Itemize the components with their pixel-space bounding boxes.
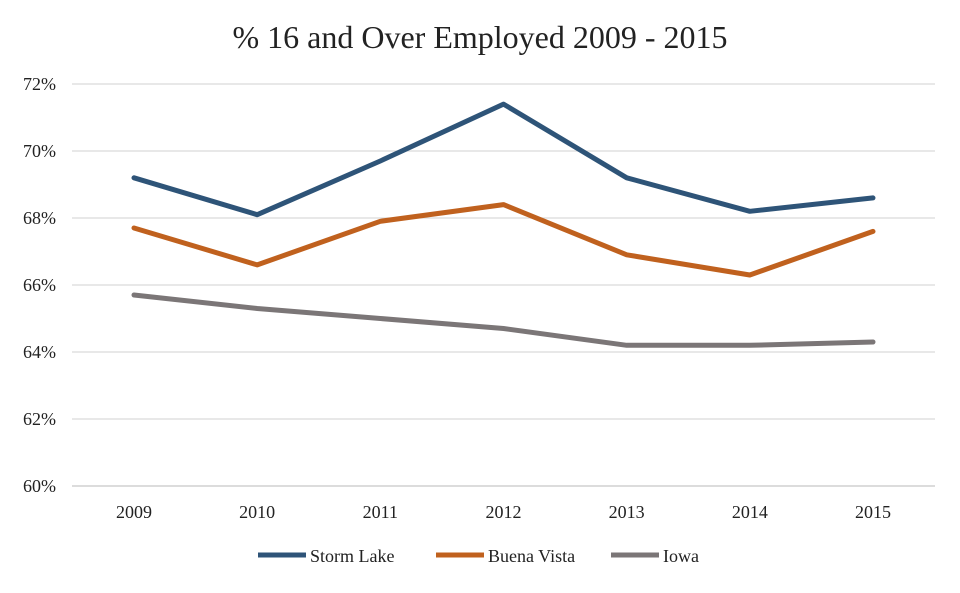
chart-title: % 16 and Over Employed 2009 - 2015 xyxy=(232,19,727,55)
y-tick-label: 60% xyxy=(23,476,56,496)
x-axis-tick-labels: 2009 2010 2011 2012 2013 2014 2015 xyxy=(116,502,891,522)
series-lines xyxy=(134,104,873,345)
legend-label: Iowa xyxy=(663,546,699,566)
y-tick-label: 72% xyxy=(23,74,56,94)
legend-label: Storm Lake xyxy=(310,546,394,566)
x-tick-label: 2010 xyxy=(239,502,275,522)
y-axis-tick-labels: 60% 62% 64% 66% 68% 70% 72% xyxy=(23,74,56,496)
series-line-iowa xyxy=(134,295,873,345)
series-line-iowa-group xyxy=(134,295,873,345)
y-tick-label: 62% xyxy=(23,409,56,429)
x-tick-label: 2013 xyxy=(609,502,645,522)
x-tick-label: 2015 xyxy=(855,502,891,522)
y-tick-label: 66% xyxy=(23,275,56,295)
x-tick-label: 2011 xyxy=(363,502,398,522)
series-line-storm-lake-group xyxy=(134,104,873,215)
x-tick-label: 2012 xyxy=(486,502,522,522)
x-tick-label: 2009 xyxy=(116,502,152,522)
gridlines xyxy=(72,84,935,486)
legend: Storm Lake Buena Vista Iowa xyxy=(258,546,699,566)
series-line-buena-vista-group xyxy=(134,205,873,275)
series-line-storm-lake xyxy=(134,104,873,215)
x-tick-label: 2014 xyxy=(732,502,768,522)
y-tick-label: 64% xyxy=(23,342,56,362)
series-line-buena-vista xyxy=(134,205,873,275)
y-tick-label: 70% xyxy=(23,141,56,161)
legend-label: Buena Vista xyxy=(488,546,575,566)
y-tick-label: 68% xyxy=(23,208,56,228)
